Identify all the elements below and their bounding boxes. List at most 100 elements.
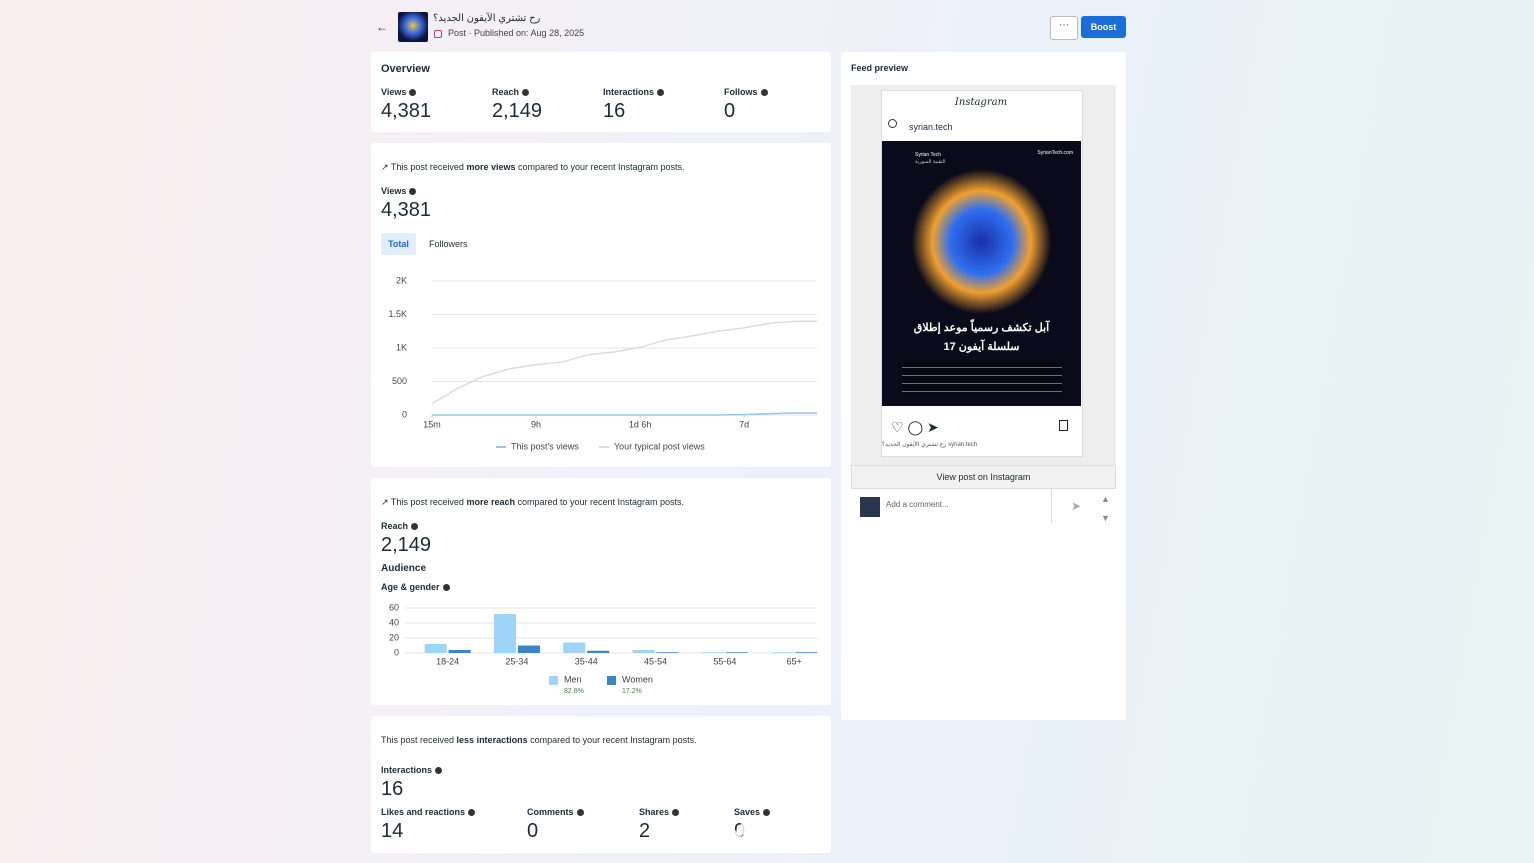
note-emphasis: less interactions (456, 735, 528, 745)
overview-title: Overview (381, 63, 430, 75)
legend-label: This post's views (511, 441, 579, 451)
metric-value: 0 (724, 100, 736, 122)
more-button[interactable]: ⋯ (1050, 16, 1078, 40)
interactions-label: Interactions (381, 765, 443, 775)
note-text: This post received (390, 497, 467, 507)
send-icon[interactable]: ➤ (1071, 499, 1082, 513)
line-series (432, 412, 817, 416)
info-icon (411, 523, 419, 531)
x-tick-label: 65+ (787, 656, 802, 666)
x-tick-label: 9h (531, 419, 541, 429)
reach-value: 2,149 (381, 534, 432, 556)
label-text: Reach (381, 521, 409, 531)
tab-followers[interactable]: Followers (429, 239, 468, 249)
bar (448, 650, 471, 653)
legend-label: Men (564, 674, 582, 684)
metric-label: Saves (734, 807, 771, 817)
label-text: Shares (639, 807, 670, 817)
y-tick-label: 1K (396, 342, 407, 352)
y-tick-label: 1.5K (388, 309, 407, 319)
metric-label: Interactions (603, 87, 665, 97)
x-tick-label: 45-54 (644, 656, 667, 666)
label-text: Follows (724, 87, 758, 97)
info-icon (522, 89, 530, 97)
overview-card: Overview Views 4,381 Reach 2,149 Interaction… (371, 52, 831, 132)
metric-value: 0 (734, 820, 746, 842)
note-text: This post received (390, 162, 467, 172)
headline: آبل تكشف رسمياً موعد إطلاق (913, 322, 1050, 334)
metric-value: 16 (603, 100, 626, 122)
metric-label: Reach (492, 87, 530, 97)
info-icon (409, 89, 417, 97)
reach-card: ↗ This post received more reach compared… (371, 478, 831, 705)
legend-share: 82.8% (564, 688, 584, 695)
label-text: Age & gender (381, 582, 440, 592)
note-text: This post received (381, 735, 457, 745)
metric-label: Follows (724, 87, 768, 97)
body-lines (902, 363, 1062, 393)
legend-share: 17.2% (622, 688, 642, 695)
post-title: رح تشتري الآيفون الجديد؟ (433, 13, 541, 24)
views-label: Views (381, 186, 417, 196)
info-icon (657, 89, 665, 97)
x-tick-label: 55-64 (713, 656, 736, 666)
y-tick-label: 0 (394, 647, 399, 657)
metric-label: Shares (639, 807, 680, 817)
metric-value: 0 (527, 820, 539, 842)
metric-label: Comments (527, 807, 584, 817)
divider (1051, 489, 1052, 523)
watermark: خمسات (675, 801, 809, 845)
note-emphasis: more views (466, 162, 516, 172)
metric-label: Likes and reactions (381, 807, 476, 817)
bar (795, 652, 818, 653)
y-tick-label: 2K (396, 275, 407, 285)
metric-value: 4,381 (381, 100, 432, 122)
brand: Syrian Tech (915, 152, 942, 158)
commenter-avatar (860, 497, 880, 517)
bar (725, 652, 748, 653)
x-tick-label: 25-34 (505, 656, 528, 666)
reach-note: ↗ This post received more reach compared… (381, 497, 685, 507)
metric-label: Views (381, 87, 417, 97)
x-tick-label: 15m (423, 419, 441, 429)
account-name: syrian.tech (909, 122, 953, 132)
note-emphasis: more reach (466, 497, 515, 507)
bar (632, 650, 655, 653)
line-series (431, 320, 817, 405)
info-icon (409, 188, 417, 196)
scroll-arrows[interactable]: ▲ ▼ (1101, 494, 1110, 523)
label-text: Interactions (603, 87, 655, 97)
age-gender-label: Age & gender (381, 582, 450, 592)
views-note: ↗ This post received more views compared… (381, 162, 685, 172)
info-icon (435, 767, 443, 775)
info-icon (442, 584, 450, 592)
feed-title: Feed preview (851, 63, 909, 73)
site: SyrianTech.com (1037, 150, 1073, 156)
info-icon (672, 809, 680, 817)
save-icon[interactable] (1059, 420, 1068, 431)
interactions-note: This post received less interactions com… (381, 735, 697, 745)
view-post-button[interactable]: View post on Instagram (851, 465, 1116, 489)
metric-value: 14 (381, 820, 404, 842)
back-arrow[interactable]: ← (376, 20, 388, 34)
y-tick-label: 40 (389, 617, 399, 627)
bar (701, 652, 724, 653)
boost-button[interactable]: Boost (1081, 16, 1126, 38)
label-text: Views (381, 186, 407, 196)
note-text: compared to your recent Instagram posts. (514, 497, 685, 507)
info-icon (760, 89, 768, 97)
note-text: compared to your recent Instagram posts. (527, 735, 697, 745)
headline: سلسلة آيفون 17 (943, 341, 1020, 353)
x-tick-label: 7d (739, 419, 749, 429)
y-tick-label: 60 (389, 602, 399, 612)
y-tick-label: 20 (389, 632, 399, 642)
post-actions[interactable]: ♡ ◯ ➤ (891, 419, 939, 435)
bar (656, 652, 679, 653)
note-text: compared to your recent Instagram posts. (515, 162, 685, 172)
bar (424, 644, 447, 653)
reach-label: Reach (381, 521, 419, 531)
comment-input[interactable]: Add a comment... (886, 500, 949, 509)
tab-total[interactable]: Total (381, 233, 416, 255)
label-text: Interactions (381, 765, 433, 775)
info-icon (576, 809, 584, 817)
